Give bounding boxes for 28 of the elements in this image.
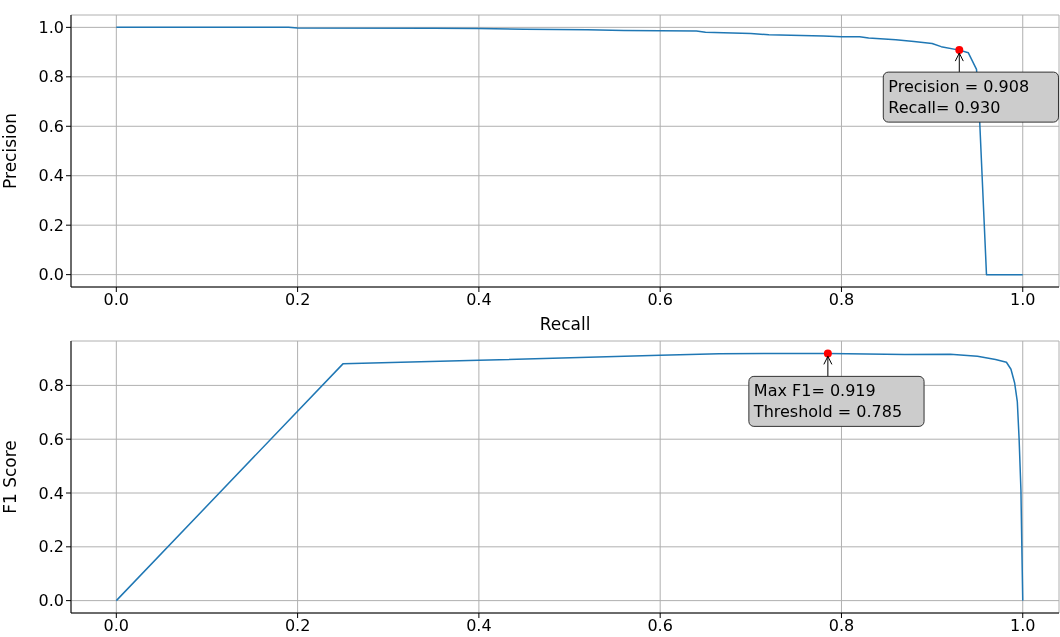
y-axis-title: F1 Score bbox=[0, 440, 21, 514]
y-tick-label: 0.4 bbox=[38, 166, 64, 186]
y-tick-label: 0.6 bbox=[38, 429, 64, 449]
y-tick-label: 0.0 bbox=[38, 265, 64, 285]
x-tick-label: 0.0 bbox=[103, 290, 130, 310]
x-tick-label: 0.6 bbox=[647, 290, 673, 310]
x-axis-title: Recall bbox=[539, 314, 591, 334]
y-tick-label: 1.0 bbox=[38, 18, 64, 38]
y-tick-label: 0.2 bbox=[38, 537, 64, 557]
x-tick-label: 1.0 bbox=[1010, 616, 1036, 636]
y-tick-label: 0.8 bbox=[38, 67, 64, 87]
y-tick-label: 0.4 bbox=[38, 483, 64, 503]
y-tick-label: 0.8 bbox=[38, 376, 64, 396]
y-axis-title: Precision bbox=[0, 113, 21, 189]
x-tick-label: 0.4 bbox=[466, 290, 492, 310]
y-tick-label: 0.0 bbox=[38, 591, 64, 611]
y-tick-label: 0.2 bbox=[38, 215, 64, 235]
x-tick-label: 0.8 bbox=[828, 290, 855, 310]
x-tick-label: 1.0 bbox=[1010, 290, 1036, 310]
x-tick-label: 0.2 bbox=[284, 290, 311, 310]
x-tick-label: 0.8 bbox=[828, 616, 855, 636]
x-tick-label: 0.2 bbox=[284, 616, 311, 636]
x-tick-label: 0.6 bbox=[647, 616, 673, 636]
x-tick-label: 0.0 bbox=[103, 616, 130, 636]
annotation: Precision = 0.908 Recall= 0.930 bbox=[888, 77, 1030, 118]
annotation: Max F1= 0.919 Threshold = 0.785 bbox=[752, 381, 903, 422]
x-tick-label: 0.4 bbox=[466, 616, 492, 636]
y-tick-label: 0.6 bbox=[38, 116, 64, 136]
